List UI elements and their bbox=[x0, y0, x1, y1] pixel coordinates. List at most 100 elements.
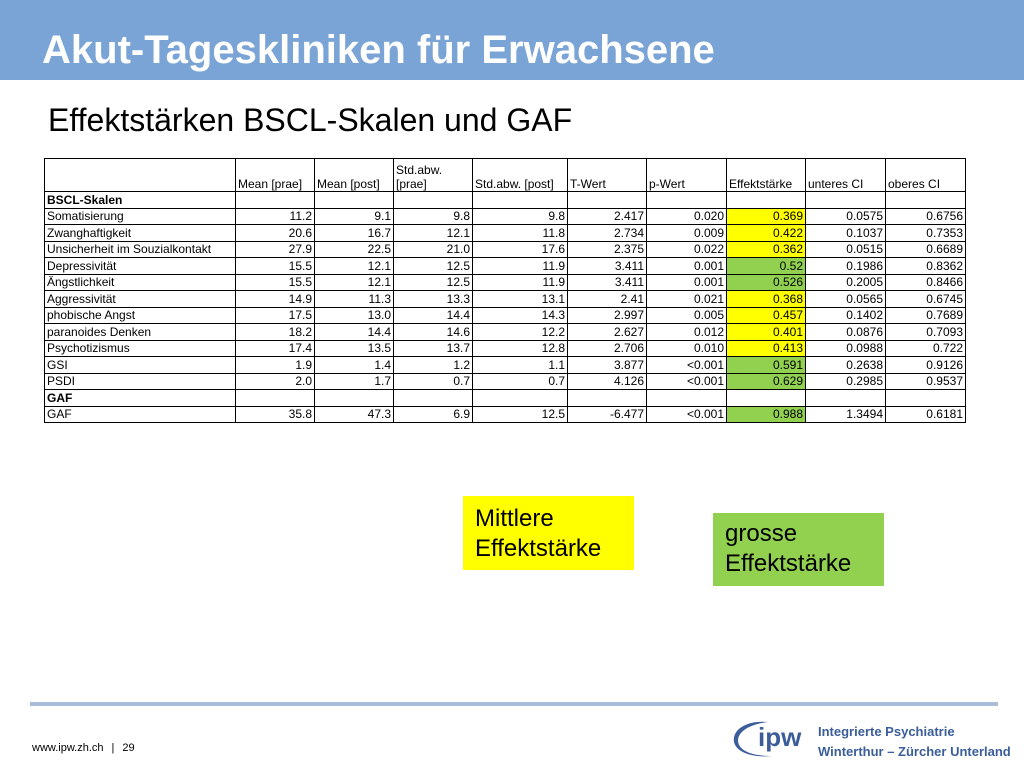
column-header bbox=[44, 158, 236, 192]
column-header: unteres CI bbox=[805, 158, 886, 192]
empty-cell bbox=[646, 191, 727, 209]
footer-url[interactable]: www.ipw.zh.ch bbox=[32, 742, 104, 754]
effect-size-cell: 0.629 bbox=[726, 372, 806, 390]
section-row: BSCL-Skalen bbox=[44, 191, 966, 209]
table-row: Zwanghaftigkeit 20.6 16.7 12.1 11.8 2.734 0.00… bbox=[44, 224, 966, 242]
empty-cell bbox=[726, 389, 806, 407]
row-label: Zwanghaftigkeit bbox=[44, 224, 236, 242]
legend-medium-effect: Mittlere Effektstärke bbox=[463, 496, 634, 570]
value-cell: 0.6181 bbox=[885, 405, 966, 423]
value-cell: 12.8 bbox=[472, 339, 568, 357]
value-cell: 0.8362 bbox=[885, 257, 966, 275]
value-cell: 2.417 bbox=[567, 207, 647, 225]
table-header-row: Mean [prae] Mean [post] Std.abw. [prae] Std… bbox=[44, 158, 966, 192]
value-cell: 0.010 bbox=[646, 339, 727, 357]
value-cell: 9.8 bbox=[393, 207, 473, 225]
value-cell: 13.3 bbox=[393, 290, 473, 308]
footer-separator: | bbox=[111, 742, 115, 754]
row-label: Unsicherheit im Souzialkontakt bbox=[44, 240, 236, 258]
value-cell: 13.5 bbox=[314, 339, 394, 357]
value-cell: 12.1 bbox=[314, 273, 394, 291]
value-cell: 1.2 bbox=[393, 356, 473, 374]
value-cell: 0.1037 bbox=[805, 224, 886, 242]
org-name-line2: Winterthur – Zürcher Unterland bbox=[818, 744, 1011, 759]
value-cell: 0.021 bbox=[646, 290, 727, 308]
value-cell: 14.3 bbox=[472, 306, 568, 324]
empty-cell bbox=[885, 389, 966, 407]
row-label: Depressivität bbox=[44, 257, 236, 275]
effect-size-cell: 0.368 bbox=[726, 290, 806, 308]
column-header: T-Wert bbox=[567, 158, 647, 192]
column-header: Std.abw. [prae] bbox=[393, 158, 473, 192]
value-cell: 11.9 bbox=[472, 257, 568, 275]
value-cell: 12.5 bbox=[472, 405, 568, 423]
value-cell: 0.7093 bbox=[885, 323, 966, 341]
value-cell: 35.8 bbox=[235, 405, 315, 423]
row-label: phobische Angst bbox=[44, 306, 236, 324]
value-cell: 27.9 bbox=[235, 240, 315, 258]
value-cell: 12.1 bbox=[393, 224, 473, 242]
value-cell: 0.0876 bbox=[805, 323, 886, 341]
row-label: paranoides Denken bbox=[44, 323, 236, 341]
value-cell: 2.706 bbox=[567, 339, 647, 357]
value-cell: 0.6689 bbox=[885, 240, 966, 258]
column-header: Effektstärke bbox=[726, 158, 806, 192]
value-cell: 0.0565 bbox=[805, 290, 886, 308]
value-cell: 0.7353 bbox=[885, 224, 966, 242]
value-cell: 16.7 bbox=[314, 224, 394, 242]
value-cell: 0.1986 bbox=[805, 257, 886, 275]
value-cell: 13.1 bbox=[472, 290, 568, 308]
empty-cell bbox=[885, 191, 966, 209]
empty-cell bbox=[726, 191, 806, 209]
title-bar bbox=[0, 0, 1024, 80]
value-cell: 11.8 bbox=[472, 224, 568, 242]
value-cell: 2.734 bbox=[567, 224, 647, 242]
value-cell: 11.2 bbox=[235, 207, 315, 225]
table-row: Ängstlichkeit 15.5 12.1 12.5 11.9 3.411 0.001 0… bbox=[44, 273, 966, 291]
value-cell: 17.5 bbox=[235, 306, 315, 324]
value-cell: 9.1 bbox=[314, 207, 394, 225]
effect-size-cell: 0.401 bbox=[726, 323, 806, 341]
value-cell: 17.4 bbox=[235, 339, 315, 357]
value-cell: 0.9126 bbox=[885, 356, 966, 374]
value-cell: 2.41 bbox=[567, 290, 647, 308]
row-label: Psychotizismus bbox=[44, 339, 236, 357]
value-cell: 1.4 bbox=[314, 356, 394, 374]
effect-size-cell: 0.422 bbox=[726, 224, 806, 242]
effect-size-cell: 0.369 bbox=[726, 207, 806, 225]
logo-text: ipw bbox=[758, 722, 802, 752]
value-cell: 14.9 bbox=[235, 290, 315, 308]
value-cell: 17.6 bbox=[472, 240, 568, 258]
table-row: Somatisierung 11.2 9.1 9.8 9.8 2.417 0.020 0.36… bbox=[44, 207, 966, 225]
value-cell: 14.4 bbox=[393, 306, 473, 324]
value-cell: 0.7689 bbox=[885, 306, 966, 324]
value-cell: 18.2 bbox=[235, 323, 315, 341]
section-label: BSCL-Skalen bbox=[44, 191, 236, 209]
effect-size-cell: 0.52 bbox=[726, 257, 806, 275]
value-cell: 1.3494 bbox=[805, 405, 886, 423]
value-cell: 0.2985 bbox=[805, 372, 886, 390]
value-cell: <0.001 bbox=[646, 405, 727, 423]
column-header: Std.abw. [post] bbox=[472, 158, 568, 192]
effect-size-cell: 0.457 bbox=[726, 306, 806, 324]
value-cell: 0.009 bbox=[646, 224, 727, 242]
effect-size-cell: 0.362 bbox=[726, 240, 806, 258]
value-cell: 14.4 bbox=[314, 323, 394, 341]
value-cell: 0.012 bbox=[646, 323, 727, 341]
table-row: Unsicherheit im Souzialkontakt 27.9 22.5 21… bbox=[44, 240, 966, 258]
value-cell: <0.001 bbox=[646, 372, 727, 390]
value-cell: 0.0988 bbox=[805, 339, 886, 357]
empty-cell bbox=[235, 389, 315, 407]
org-name-line1: Integrierte Psychiatrie bbox=[818, 724, 955, 739]
table-body: Mean [prae] Mean [post] Std.abw. [prae] Std… bbox=[44, 158, 966, 423]
value-cell: 2.375 bbox=[567, 240, 647, 258]
value-cell: 0.022 bbox=[646, 240, 727, 258]
value-cell: 0.9537 bbox=[885, 372, 966, 390]
empty-cell bbox=[646, 389, 727, 407]
empty-cell bbox=[314, 389, 394, 407]
value-cell: 3.411 bbox=[567, 257, 647, 275]
row-label: GSI bbox=[44, 356, 236, 374]
empty-cell bbox=[805, 191, 886, 209]
value-cell: 0.722 bbox=[885, 339, 966, 357]
empty-cell bbox=[567, 191, 647, 209]
